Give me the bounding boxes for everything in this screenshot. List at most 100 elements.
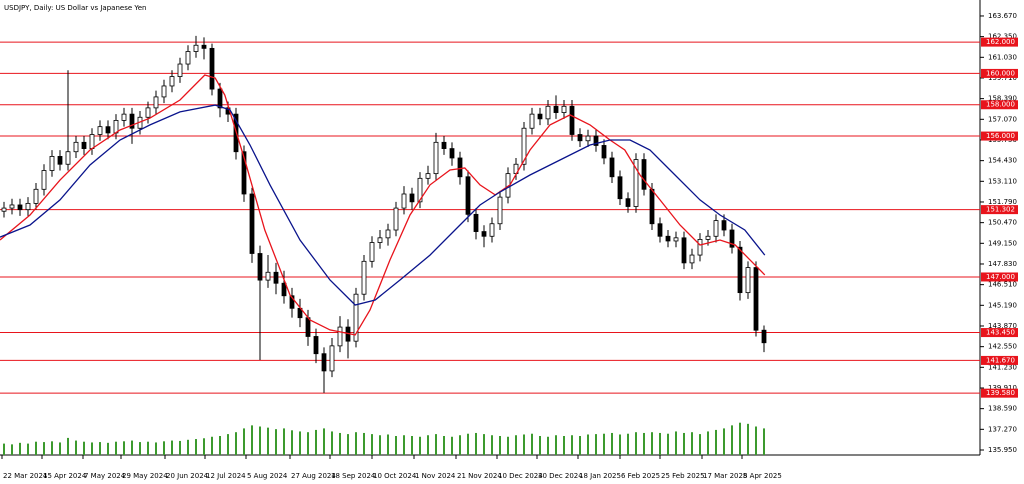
candle-body <box>601 145 607 159</box>
y-tick-label: 137.270 <box>988 425 1017 433</box>
candle-body <box>153 96 159 109</box>
y-tick-label: 163.670 <box>988 12 1017 20</box>
volume-bar <box>715 429 717 455</box>
volume-bar <box>523 434 525 455</box>
level-label: 158.000 <box>986 101 1015 109</box>
y-tick-label: 159.710 <box>988 74 1017 82</box>
moving-average <box>0 74 766 336</box>
moving-average <box>0 104 766 306</box>
candle-body <box>481 231 487 237</box>
candle-body <box>9 204 15 209</box>
volume-bar <box>243 428 245 455</box>
volume-bar <box>635 432 637 455</box>
volume-bar <box>291 430 293 455</box>
volume-bar <box>515 435 517 455</box>
volume-bar <box>427 435 429 455</box>
y-tick-label: 143.870 <box>988 322 1017 330</box>
candle-body <box>649 188 655 225</box>
candle-body <box>721 220 727 231</box>
volume-bar <box>587 434 589 455</box>
level-label: 139.580 <box>986 389 1015 397</box>
volume-bar <box>555 435 557 455</box>
candle-body <box>145 107 151 118</box>
candle-body <box>681 237 687 264</box>
x-tick-label: 7 May 2024 <box>84 472 126 480</box>
volume-bar <box>347 434 349 455</box>
candle-body <box>313 336 319 355</box>
candle-body <box>329 345 335 372</box>
volume-bar <box>171 440 173 455</box>
volume-bar <box>603 433 605 455</box>
volume-bar <box>619 434 621 455</box>
volume-bar <box>387 434 389 455</box>
x-tick-label: 18 Jan 2025 <box>579 472 621 480</box>
y-tick-label: 139.910 <box>988 384 1017 392</box>
volume-bar <box>491 435 493 455</box>
level-label-box <box>981 205 1018 215</box>
candle-body <box>81 141 87 149</box>
volume-bar <box>307 432 309 455</box>
candle-body <box>569 105 575 135</box>
volume-bar <box>699 434 701 455</box>
candle-body <box>473 213 479 232</box>
volume-bar <box>571 435 573 455</box>
volume-bar <box>731 425 733 455</box>
volume-bar <box>595 434 597 455</box>
y-tick-label: 138.590 <box>988 405 1017 413</box>
candle-body <box>665 235 671 242</box>
candle-body <box>689 254 695 264</box>
candle-body <box>753 267 759 331</box>
y-tick-label: 151.790 <box>988 198 1017 206</box>
volume-bar <box>83 441 85 455</box>
candle-body <box>497 196 503 225</box>
candle-body <box>705 235 711 240</box>
y-tick-label: 149.150 <box>988 239 1017 247</box>
level-label: 156.000 <box>986 132 1015 140</box>
level-label-box <box>981 328 1018 338</box>
volume-bar <box>75 440 77 455</box>
candle-body <box>545 105 551 120</box>
volume-bar <box>331 431 333 455</box>
y-tick-label: 135.950 <box>988 446 1017 454</box>
x-tick-label: 15 Apr 2024 <box>43 472 87 480</box>
volume-bar <box>3 443 5 455</box>
candle-body <box>553 105 559 113</box>
candle-body <box>577 134 583 142</box>
candle-body <box>449 148 455 159</box>
chart-title: USDJPY, Daily: US Dollar vs Japanese Yen <box>4 4 146 12</box>
volume-bar <box>659 432 661 455</box>
volume-bar <box>435 434 437 455</box>
x-tick-label: 20 Jun 2024 <box>166 472 209 480</box>
candle-body <box>641 159 647 190</box>
volume-bar <box>147 441 149 455</box>
volume-bar <box>251 425 253 455</box>
volume-bar <box>339 432 341 455</box>
y-tick-label: 145.190 <box>988 301 1017 309</box>
candle-body <box>217 88 223 109</box>
candle-body <box>241 151 247 195</box>
candle-body <box>321 353 327 372</box>
candle-body <box>761 329 767 344</box>
candle-body <box>385 229 391 239</box>
y-tick-label: 150.470 <box>988 219 1017 227</box>
volume-bar <box>187 439 189 455</box>
volume-bar <box>371 434 373 455</box>
volume-bar <box>419 436 421 455</box>
volume-bar <box>123 441 125 455</box>
volume-bar <box>99 442 101 455</box>
volume-bar <box>27 443 29 455</box>
volume-bar <box>403 435 405 455</box>
candle-body <box>713 220 719 237</box>
x-tick-label: 18 Sep 2024 <box>331 472 376 480</box>
volume-bar <box>627 433 629 455</box>
volume-bar <box>35 441 37 455</box>
candle-body <box>609 157 615 178</box>
candle-body <box>89 134 95 149</box>
candle-body <box>369 242 375 262</box>
volume-bar <box>283 428 285 455</box>
candle-body <box>265 271 271 281</box>
candle-body <box>33 188 39 204</box>
volume-bar <box>155 442 157 455</box>
candle-body <box>529 113 535 129</box>
